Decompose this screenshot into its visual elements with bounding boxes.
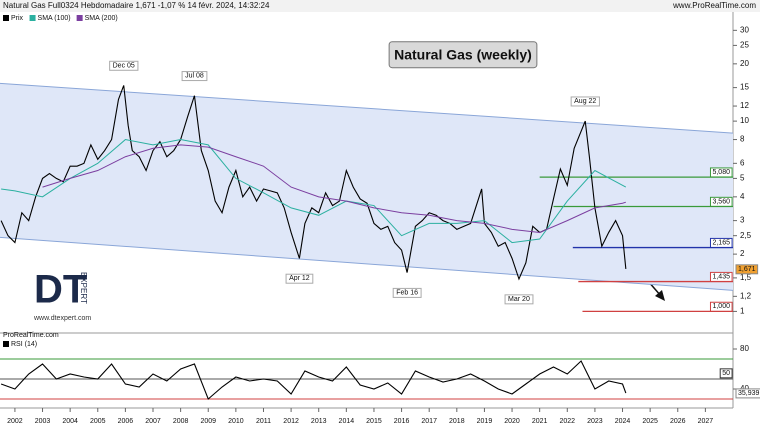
y-tick-label: 80 — [740, 344, 749, 353]
x-tick-label: 2014 — [339, 418, 355, 425]
y-tick-label: 25 — [740, 41, 749, 50]
channel-line — [0, 82, 734, 134]
series-line — [1, 139, 627, 244]
label-box — [709, 271, 733, 282]
legend-swatch — [3, 341, 9, 347]
current-value-label: 1,671 — [738, 266, 756, 273]
label-box — [570, 96, 600, 107]
annotation: Feb 16 — [396, 289, 418, 296]
y-tick-label: 6 — [740, 158, 745, 167]
x-tick-label: 2019 — [477, 418, 493, 425]
x-tick-label: 2012 — [283, 418, 299, 425]
label-box — [709, 196, 733, 207]
legend-label: SMA (100) — [38, 15, 71, 22]
header-site: www.ProRealTime.com — [672, 1, 756, 10]
x-tick-label: 2027 — [698, 418, 714, 425]
y-tick-label: 12 — [740, 101, 749, 110]
y-tick-label: 2 — [740, 249, 745, 258]
x-tick-label: 2007 — [145, 418, 161, 425]
level-label: 3,560 — [712, 198, 730, 205]
label-box — [181, 71, 208, 82]
y-tick-label: 15 — [740, 83, 749, 92]
x-tick-label: 2023 — [587, 418, 603, 425]
label-box — [709, 237, 733, 248]
x-tick-label: 2002 — [7, 418, 23, 425]
series-line — [0, 360, 627, 400]
level-label: 1,435 — [712, 273, 730, 280]
annotation: Dec 05 — [113, 62, 135, 69]
header-bar — [0, 0, 760, 12]
current-value-label: 35,939 — [738, 390, 760, 397]
annotation: Aug 22 — [574, 98, 596, 105]
x-tick-label: 2003 — [35, 418, 51, 425]
label-box — [109, 60, 139, 71]
chart-title: Natural Gas (weekly) — [394, 47, 532, 63]
legend-swatch — [76, 15, 83, 21]
level-label: 2,165 — [712, 239, 730, 246]
label-box — [392, 287, 422, 298]
x-tick-label: 2005 — [90, 418, 106, 425]
legend-swatch — [3, 15, 9, 21]
channel-band — [0, 83, 733, 291]
x-tick-label: 2018 — [449, 418, 465, 425]
level-label: 50 — [722, 370, 730, 377]
legend-swatch — [29, 15, 36, 21]
y-tick-label: 1,5 — [740, 273, 752, 282]
label-box — [735, 264, 759, 275]
series-line — [42, 144, 626, 233]
logo-mark: DT — [34, 268, 87, 312]
y-tick-label: 1,2 — [740, 291, 752, 300]
y-tick-label: 2,5 — [740, 231, 752, 240]
y-tick-label: 8 — [740, 135, 745, 144]
label-box — [285, 273, 314, 284]
x-tick-label: 2009 — [200, 418, 216, 425]
x-tick-label: 2004 — [62, 418, 78, 425]
x-tick-label: 2013 — [311, 418, 327, 425]
legend-label: Prix — [11, 15, 24, 22]
title-box — [388, 41, 538, 69]
x-tick-label: 2021 — [532, 418, 548, 425]
x-tick-label: 2006 — [118, 418, 134, 425]
logo-url: www.dtexpert.com — [33, 315, 91, 322]
x-tick-label: 2025 — [642, 418, 658, 425]
y-tick-label: 1 — [740, 307, 745, 316]
y-tick-label: 30 — [740, 25, 749, 34]
level-label: 1,000 — [712, 303, 730, 310]
y-tick-label: 20 — [740, 59, 749, 68]
x-tick-label: 2017 — [421, 418, 437, 425]
legend-label: RSI (14) — [11, 341, 37, 348]
x-tick-label: 2015 — [366, 418, 382, 425]
header-title: Natural Gas Full0324 Hebdomadaire 1,671 … — [3, 1, 270, 10]
x-tick-label: 2020 — [504, 418, 520, 425]
panel-source: ProRealTime.com — [3, 332, 59, 339]
x-tick-label: 2008 — [173, 418, 189, 425]
y-tick-label: 4 — [740, 192, 745, 201]
x-tick-label: 2026 — [670, 418, 686, 425]
label-box — [709, 167, 733, 178]
x-tick-label: 2024 — [615, 418, 631, 425]
label-box — [735, 388, 760, 399]
logo: DT EXPERT www.dtexpert.com — [33, 268, 91, 322]
level-label: 5,080 — [712, 169, 730, 176]
label-box — [504, 294, 534, 305]
annotation: Apr 12 — [289, 275, 310, 282]
annotation: Jul 08 — [185, 73, 204, 80]
label-box — [719, 368, 733, 379]
x-tick-label: 2022 — [559, 418, 575, 425]
legend-label: SMA (200) — [85, 15, 118, 22]
y-tick-label: 5 — [740, 174, 745, 183]
annotation: Mar 20 — [508, 296, 530, 303]
y-tick-label: 10 — [740, 116, 749, 125]
x-tick-label: 2016 — [394, 418, 410, 425]
x-tick-label: 2011 — [256, 418, 271, 425]
x-tick-label: 2010 — [228, 418, 244, 425]
y-tick-label: 3 — [740, 216, 745, 225]
label-box — [709, 301, 733, 312]
logo-word: EXPERT — [79, 272, 88, 304]
series-line — [0, 85, 627, 281]
arrow-head — [655, 290, 665, 301]
